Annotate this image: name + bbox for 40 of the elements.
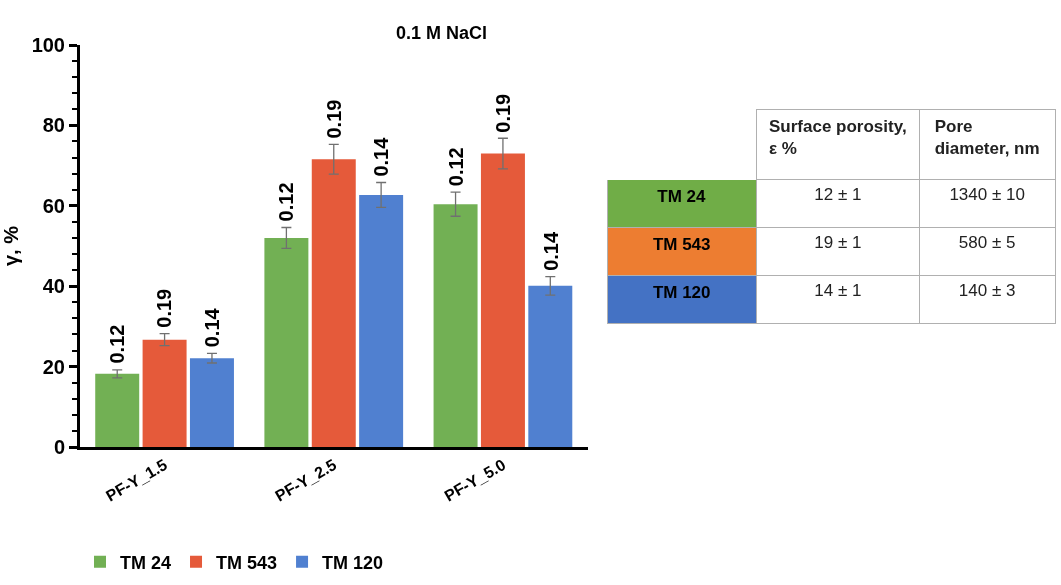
y-axis-title: γ, %	[0, 225, 23, 267]
annotation: 0.14	[200, 307, 223, 348]
text: Pore diameter, nm	[934, 117, 1040, 159]
y-tick-label: 0	[53, 436, 65, 458]
y-tick-label: 40	[42, 275, 65, 298]
text: 1340 ± 10	[949, 185, 1025, 205]
chart-title: 0.1 M NaCl	[396, 23, 488, 43]
annotation: 0.14	[369, 136, 392, 177]
legend-label: TM 24	[120, 552, 172, 573]
category-label: TM 543	[652, 235, 711, 255]
bar	[359, 194, 404, 447]
annotation: 0.19	[322, 99, 345, 139]
annotation: 0.12	[275, 182, 298, 222]
y-tick-label: 20	[42, 355, 65, 378]
bar	[311, 159, 356, 447]
annotation: 0.12	[105, 324, 128, 364]
legend-label: TM 120	[322, 552, 384, 573]
category-label: TM 120	[652, 283, 711, 303]
y-tick-label: 80	[42, 114, 65, 137]
annotation: 0.19	[153, 288, 176, 328]
y-tick-label: 60	[42, 194, 65, 217]
annotation: 0.19	[492, 93, 515, 133]
text: 19 ± 1	[814, 233, 862, 253]
bar	[480, 153, 525, 447]
text: 14 ± 1	[814, 281, 862, 301]
text: 580 ± 5	[958, 233, 1016, 253]
category-label: TM 24	[657, 187, 707, 207]
bar	[189, 358, 234, 447]
annotation: 0.12	[444, 147, 467, 187]
bar	[264, 237, 309, 447]
bar	[433, 204, 478, 447]
text: Surface porosity, ε %	[769, 117, 907, 159]
bar	[142, 339, 187, 447]
text: 12 ± 1	[814, 185, 862, 205]
bar	[528, 285, 573, 447]
text: 140 ± 3	[958, 281, 1016, 301]
annotation: 0.14	[539, 231, 562, 271]
bar	[95, 373, 140, 447]
legend-label: TM 543	[216, 552, 278, 573]
y-tick-label: 100	[31, 34, 65, 56]
